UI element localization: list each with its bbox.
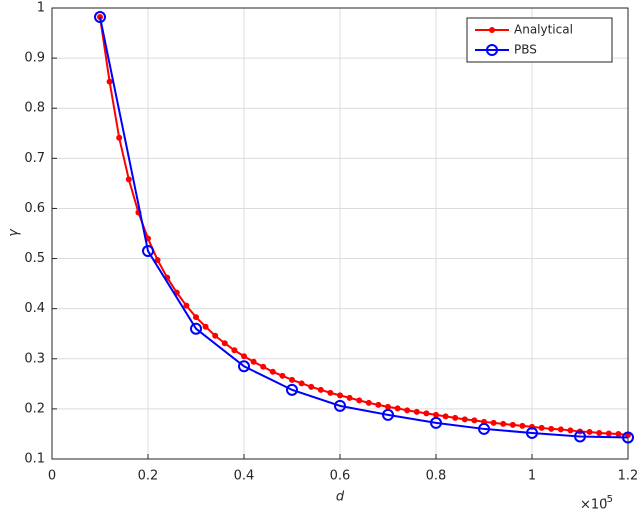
data-point — [94, 11, 106, 24]
data-point — [452, 414, 459, 421]
data-point — [375, 401, 382, 408]
data-point — [557, 426, 564, 433]
data-point — [279, 372, 286, 379]
data-point — [365, 399, 372, 406]
x-multiplier-base: ×10 — [580, 498, 607, 513]
legend-label: PBS — [514, 43, 537, 57]
data-point — [519, 422, 526, 429]
y-tick-label: 0.3 — [24, 351, 45, 366]
data-point — [404, 407, 411, 414]
data-point — [538, 424, 545, 431]
data-point — [286, 383, 298, 396]
data-point — [337, 392, 343, 399]
data-point — [478, 422, 490, 435]
y-tick-label: 0.8 — [24, 101, 45, 116]
data-point — [221, 340, 228, 347]
data-point — [490, 419, 497, 426]
data-point — [442, 413, 449, 420]
data-point — [509, 421, 516, 428]
data-point — [260, 363, 267, 370]
data-point — [238, 360, 250, 373]
x-tick-label: 1.2 — [618, 469, 639, 484]
y-tick-label: 0.7 — [24, 151, 45, 166]
data-point — [433, 411, 439, 418]
legend-label: Analytical — [514, 23, 573, 37]
y-tick-label: 0.6 — [24, 201, 45, 216]
data-point — [394, 405, 401, 412]
data-point — [430, 416, 442, 429]
data-point — [385, 403, 391, 410]
x-tick-label: 0 — [48, 469, 56, 484]
data-point — [356, 397, 363, 404]
data-point — [298, 380, 305, 387]
data-point — [116, 134, 123, 141]
data-point — [327, 389, 334, 396]
data-point — [615, 430, 622, 437]
series-line — [99, 16, 629, 439]
data-point — [241, 353, 247, 360]
data-point — [622, 431, 634, 444]
y-axis-label: γ — [7, 228, 22, 237]
data-point — [471, 417, 478, 424]
legend-marker — [489, 27, 495, 33]
data-point — [289, 376, 295, 383]
y-tick-label: 0.5 — [24, 251, 45, 266]
data-point — [586, 428, 593, 435]
data-point — [461, 416, 468, 423]
x-axis-label: d — [336, 490, 345, 505]
data-point — [154, 257, 161, 264]
y-tick-label: 1 — [37, 1, 45, 16]
data-point — [106, 78, 113, 85]
x-tick-label: 0.8 — [426, 469, 447, 484]
data-point — [202, 323, 209, 330]
data-point — [423, 410, 430, 417]
data-point — [193, 314, 199, 321]
data-point — [250, 358, 257, 365]
data-point — [183, 302, 190, 309]
plot-frame — [51, 7, 629, 460]
y-tick-label: 0.9 — [24, 51, 45, 66]
y-tick-label: 0.2 — [24, 401, 45, 416]
data-point — [605, 430, 612, 437]
data-point — [190, 322, 202, 335]
data-point — [567, 427, 574, 434]
data-point — [548, 425, 555, 432]
y-tick-label: 0.4 — [24, 301, 45, 316]
data-point — [142, 245, 154, 258]
data-point — [574, 430, 586, 443]
data-point — [212, 332, 219, 339]
data-point — [596, 429, 603, 436]
data-point — [317, 386, 324, 393]
x-tick-label: 0.6 — [330, 469, 351, 484]
x-tick-label: 1 — [528, 469, 536, 484]
data-point — [526, 426, 538, 439]
y-tick-label: 0.1 — [24, 452, 45, 467]
data-point — [413, 408, 420, 415]
legend-marker — [486, 44, 498, 56]
data-point — [346, 394, 353, 401]
data-point — [231, 347, 238, 354]
x-tick-label: 0.4 — [234, 469, 255, 484]
x-tick-label: 0.2 — [138, 469, 159, 484]
data-point — [382, 408, 394, 421]
data-point — [308, 383, 315, 390]
data-point — [269, 368, 276, 375]
data-point — [500, 420, 507, 427]
data-point — [125, 176, 132, 183]
data-point — [334, 399, 346, 412]
x-multiplier-exponent: -5 — [603, 494, 613, 505]
